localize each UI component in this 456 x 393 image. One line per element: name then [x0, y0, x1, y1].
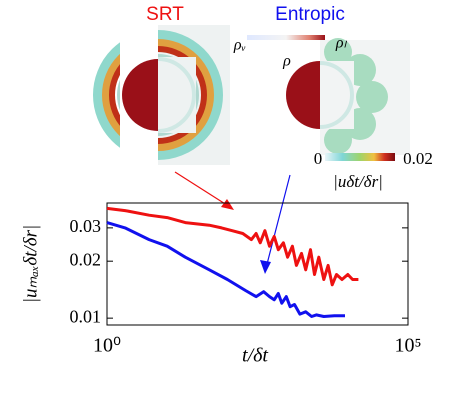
- series-name: SRT: [146, 4, 184, 25]
- series-line: [106, 206, 359, 287]
- rho: ρ: [282, 53, 291, 70]
- rho-v: ρᵥ: [233, 37, 246, 54]
- entropic-image: [286, 38, 410, 155]
- colorbar-label: |uδt/δr|: [333, 172, 383, 191]
- y-tick-label: 0.01: [70, 306, 102, 326]
- series-name: Entropic: [275, 4, 345, 25]
- y-axis-label: |uₘₐₓδt/δr|: [20, 225, 41, 303]
- x-tick-label: 10⁰: [93, 335, 121, 357]
- colorbar-max: 0.02: [403, 149, 433, 168]
- series-line: [106, 221, 345, 318]
- rho-l: ρₗ: [335, 35, 348, 52]
- y-tick-label: 0.03: [70, 216, 102, 236]
- x-tick-label: 10⁵: [395, 335, 422, 357]
- x-axis-label: t/δt: [242, 345, 268, 367]
- y-tick-label: 0.02: [70, 249, 102, 269]
- arrows: [174, 171, 291, 274]
- colorbar-min: 0: [314, 149, 323, 168]
- density-bar: [247, 35, 325, 40]
- srt-image: [93, 25, 230, 165]
- colorbar: [325, 153, 395, 161]
- plot-frame: [106, 202, 409, 326]
